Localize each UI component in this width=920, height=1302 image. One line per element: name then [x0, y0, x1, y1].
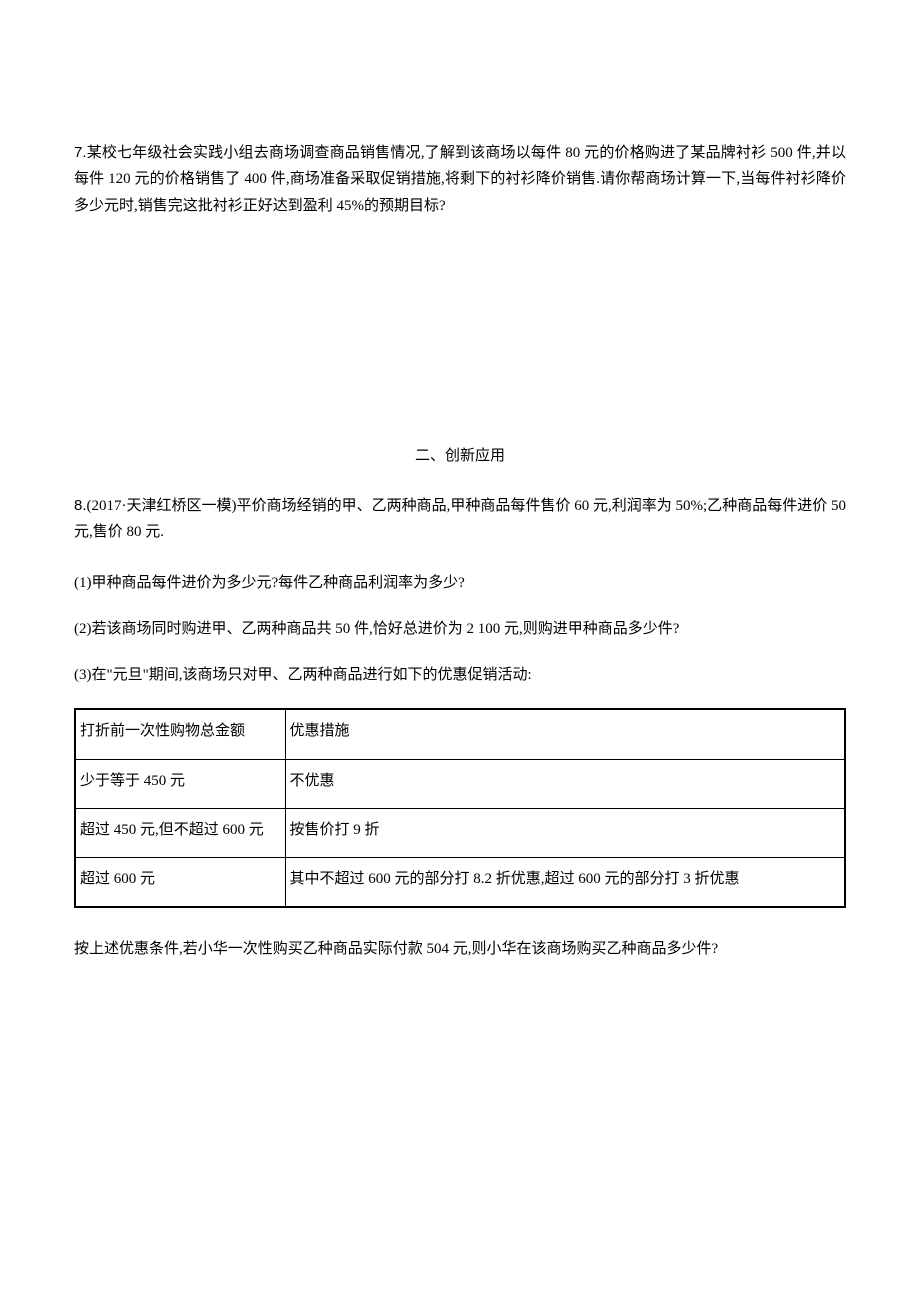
table-header-amount: 打折前一次性购物总金额: [75, 709, 285, 759]
question-7-number: 7.: [74, 144, 87, 161]
discount-table: 打折前一次性购物总金额 优惠措施 少于等于 450 元 不优惠 超过 450 元…: [74, 708, 846, 908]
question-8-sub3: (3)在"元旦"期间,该商场只对甲、乙两种商品进行如下的优惠促销活动:: [74, 662, 846, 688]
table-row: 超过 450 元,但不超过 600 元 按售价打 9 折: [75, 808, 845, 857]
question-8-intro-text: (2017·天津红桥区一模)平价商场经销的甲、乙两种商品,甲种商品每件售价 60…: [74, 498, 846, 540]
table-cell: 超过 600 元: [75, 858, 285, 908]
question-8-sub2: (2)若该商场同时购进甲、乙两种商品共 50 件,恰好总进价为 2 100 元,…: [74, 616, 846, 642]
table-cell: 按售价打 9 折: [285, 808, 845, 857]
table-header-row: 打折前一次性购物总金额 优惠措施: [75, 709, 845, 759]
section-2-title: 二、创新应用: [74, 443, 846, 469]
table-cell: 其中不超过 600 元的部分打 8.2 折优惠,超过 600 元的部分打 3 折…: [285, 858, 845, 908]
table-cell: 超过 450 元,但不超过 600 元: [75, 808, 285, 857]
table-cell: 少于等于 450 元: [75, 759, 285, 808]
table-header-measure: 优惠措施: [285, 709, 845, 759]
question-7-text: 某校七年级社会实践小组去商场调查商品销售情况,了解到该商场以每件 80 元的价格…: [74, 145, 846, 214]
question-8-intro: 8.(2017·天津红桥区一模)平价商场经销的甲、乙两种商品,甲种商品每件售价 …: [74, 493, 846, 546]
table-cell: 不优惠: [285, 759, 845, 808]
question-8-sub1: (1)甲种商品每件进价为多少元?每件乙种商品利润率为多少?: [74, 570, 846, 596]
table-row: 超过 600 元 其中不超过 600 元的部分打 8.2 折优惠,超过 600 …: [75, 858, 845, 908]
question-8-follow: 按上述优惠条件,若小华一次性购买乙种商品实际付款 504 元,则小华在该商场购买…: [74, 936, 846, 962]
question-7: 7.某校七年级社会实践小组去商场调查商品销售情况,了解到该商场以每件 80 元的…: [74, 140, 846, 219]
question-8-number: 8.: [74, 497, 87, 514]
table-row: 少于等于 450 元 不优惠: [75, 759, 845, 808]
answer-space-7: [74, 243, 846, 443]
